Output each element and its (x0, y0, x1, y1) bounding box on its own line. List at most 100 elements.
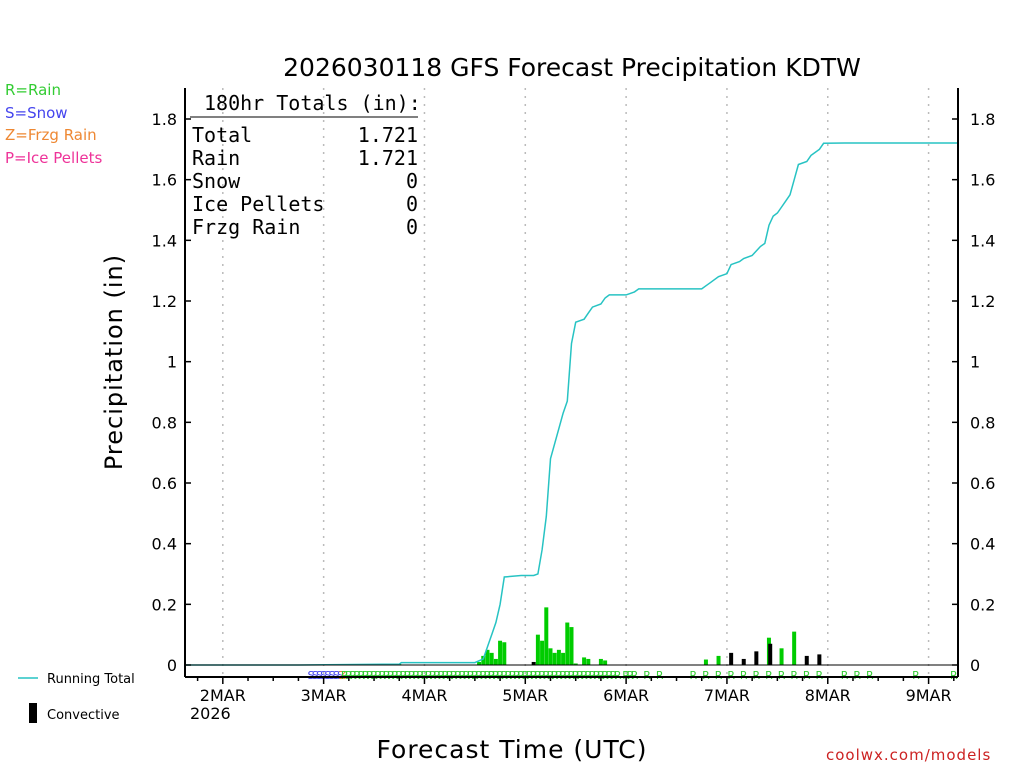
precip-type-marker-r: R (505, 669, 513, 682)
precip-type-marker-r: R (542, 669, 550, 682)
precip-type-marker-r: R (622, 669, 630, 682)
chart-title: 2026030118 GFS Forecast Precipitation KD… (283, 53, 861, 82)
precip-type-marker-r: R (563, 669, 571, 682)
rain-bar (603, 660, 608, 665)
precip-type-marker-r: R (471, 669, 479, 682)
precip-type-marker-r: R (690, 669, 698, 682)
precip-type-marker-r: R (551, 669, 559, 682)
convective-bar (804, 655, 809, 665)
rain-bar (502, 642, 507, 665)
precip-type-marker-r: R (803, 669, 811, 682)
convective-bar (741, 658, 746, 665)
totals-label-frzg-rain: Frzg Rain (192, 215, 300, 239)
precip-type-marker-r: R (740, 669, 748, 682)
precip-type-marker-r: R (450, 669, 458, 682)
precip-type-marker-s: S (316, 669, 323, 682)
precip-type-marker-r: R (534, 669, 542, 682)
precip-type-marker-r: R (593, 669, 601, 682)
y-tick-label-left: 0.8 (152, 413, 177, 432)
running-total-line (185, 142, 958, 666)
precip-type-marker-r: R (547, 669, 555, 682)
precip-type-marker-r: R (765, 669, 773, 682)
totals-value-ice-pellets: 0 (406, 192, 418, 216)
rain-bar (598, 658, 603, 665)
precip-type-marker-r: R (513, 669, 521, 682)
rain-bar (489, 652, 494, 665)
precip-type-marker-r: R (374, 669, 382, 682)
precip-type-marker-r: R (463, 669, 471, 682)
precip-type-marker-r: R (446, 669, 454, 682)
y-tick-label-right: 1.8 (970, 110, 995, 129)
precip-type-marker-r: R (362, 669, 370, 682)
precip-type-marker-r: R (404, 669, 412, 682)
precip-type-marker-r: R (425, 669, 433, 682)
running-total-legend-label: Running Total (47, 672, 135, 687)
y-tick-label-left: 0 (167, 656, 177, 675)
y-tick-label-left: 0.4 (152, 535, 177, 554)
precip-type-marker-r: R (416, 669, 424, 682)
precip-type-marker-r: R (601, 669, 609, 682)
precip-type-marker-r: R (568, 669, 576, 682)
rain-bar (569, 627, 574, 665)
rain-bar (477, 661, 482, 665)
y-tick-label-left: 1.4 (152, 231, 177, 250)
precip-type-marker-r: R (555, 669, 563, 682)
rain-bar (573, 663, 578, 665)
totals-label-ice-pellets: Ice Pellets (192, 192, 324, 216)
precip-type-marker-r: R (408, 669, 416, 682)
precip-type-markers: SSSSSSSSZRRRRRRRRRRRRRRRRRRRRRRRRRRRRRRR… (308, 669, 958, 682)
rain-bar (481, 655, 486, 665)
x-year-label: 2026 (190, 704, 231, 723)
precip-type-marker-r: R (383, 669, 391, 682)
x-tick-label-2mar: 2MAR (200, 686, 246, 705)
y-axis-label: Precipitation (in) (100, 254, 128, 470)
precip-type-marker-r: R (442, 669, 450, 682)
precip-type-marker-r: R (605, 669, 613, 682)
precip-type-marker-r: R (479, 669, 487, 682)
y-tick-label-left: 1.6 (152, 171, 177, 190)
precip-type-marker-r: R (702, 669, 710, 682)
rain-bar (565, 622, 570, 665)
precip-type-marker-r: R (500, 669, 508, 682)
convective-bar (531, 661, 536, 665)
y-tick-label-right: 0.8 (970, 413, 995, 432)
rain-bar (544, 607, 549, 665)
precip-type-marker-r: R (610, 669, 618, 682)
precip-type-marker-r: R (353, 669, 361, 682)
precip-type-marker-r: R (454, 669, 462, 682)
precip-type-marker-r: R (589, 669, 597, 682)
y-tick-label-left: 1 (167, 353, 177, 372)
precip-bars (397, 607, 822, 666)
x-tick-label-5mar: 5MAR (502, 686, 548, 705)
convective-bar (768, 643, 773, 665)
precip-type-marker-r: R (488, 669, 496, 682)
rain-bar (716, 655, 721, 665)
precip-type-marker-r: R (841, 669, 849, 682)
x-tick-label-7mar: 7MAR (704, 686, 750, 705)
precip-type-marker-r: R (517, 669, 525, 682)
rain-bar (582, 657, 587, 665)
precip-type-marker-r: R (753, 669, 761, 682)
precip-type-marker-r: R (509, 669, 517, 682)
rain-bar (586, 658, 591, 665)
rain-bar (535, 634, 540, 665)
precip-type-marker-r: R (816, 669, 824, 682)
precip-type-marker-r: R (387, 669, 395, 682)
precip-type-marker-z: Z (339, 669, 347, 682)
convective-bar (729, 652, 734, 665)
credit-link[interactable]: coolwx.com/models (826, 746, 992, 764)
precip-type-marker-r: R (345, 669, 353, 682)
y-tick-label-right: 1.4 (970, 231, 995, 250)
precip-type-marker-s: S (320, 669, 327, 682)
x-tick-label-9mar: 9MAR (906, 686, 952, 705)
totals-box: 180hr Totals (in): Total 1.721 Rain 1.72… (190, 91, 421, 239)
precip-type-marker-r: R (950, 669, 958, 682)
y-tick-label-left: 1.2 (152, 292, 177, 311)
grid-lines (222, 88, 930, 677)
totals-value-total: 1.721 (358, 123, 418, 147)
precip-type-marker-r: R (530, 669, 538, 682)
convective-bar (754, 651, 759, 665)
precip-type-marker-r: R (584, 669, 592, 682)
legend-snow: S=Snow (5, 104, 68, 122)
